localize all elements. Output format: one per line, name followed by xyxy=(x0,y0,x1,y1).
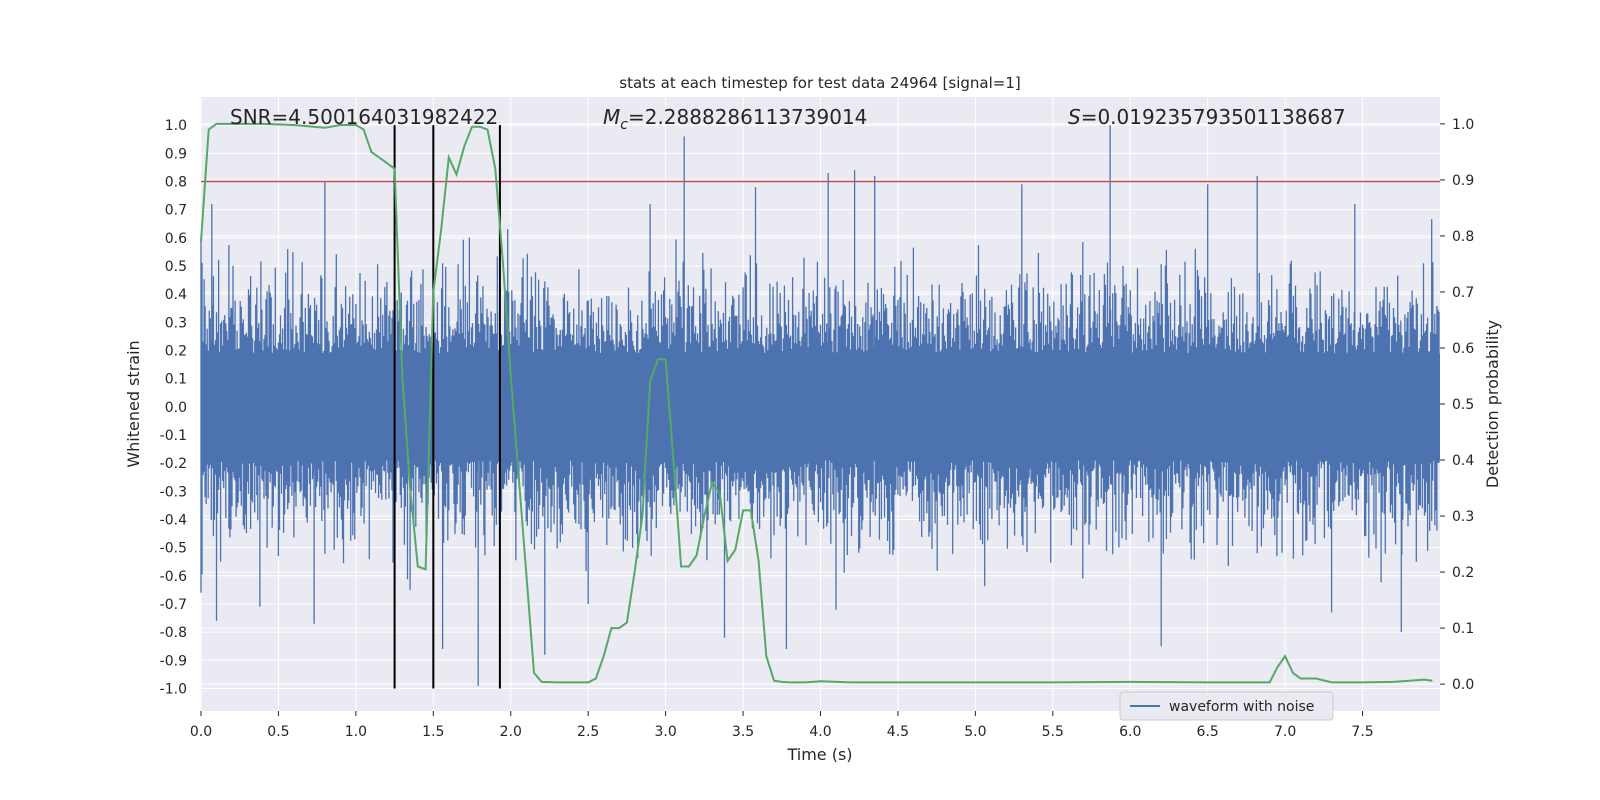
x-tick-label: 7.5 xyxy=(1351,724,1373,740)
y-right-tick-label: 0.5 xyxy=(1452,397,1474,413)
y-left-tick-label: 0.2 xyxy=(165,343,187,359)
x-tick-label: 0.5 xyxy=(267,724,289,740)
mc-symbol: M xyxy=(603,105,620,129)
y-left-tick-label: -0.4 xyxy=(160,512,187,528)
legend-label-waveform: waveform with noise xyxy=(1169,699,1314,715)
x-tick-label: 5.5 xyxy=(1042,724,1064,740)
y-left-tick-label: -0.5 xyxy=(160,541,187,557)
y-left-tick-label: -0.9 xyxy=(160,653,187,669)
x-tick-label: 7.0 xyxy=(1274,724,1296,740)
x-tick-label: 2.5 xyxy=(577,724,599,740)
detection-probability-series xyxy=(200,122,1433,684)
y-left-tick-label: -0.1 xyxy=(160,428,187,444)
y-left-tick-label: -0.6 xyxy=(160,569,187,585)
x-tick-label: 2.0 xyxy=(500,724,522,740)
y-right-tick-label: 0.3 xyxy=(1452,509,1474,525)
y-right-tick-label: 0.8 xyxy=(1452,229,1474,245)
legend: waveform with noise xyxy=(1119,691,1334,721)
x-tick-label: 1.5 xyxy=(422,724,444,740)
s-symbol: S xyxy=(1068,105,1081,129)
y-left-tick-label: 0.3 xyxy=(165,315,187,331)
y-left-tick-label: 0.1 xyxy=(165,372,187,388)
y-left-tick-label: -0.2 xyxy=(160,456,187,472)
x-tick-label: 4.0 xyxy=(809,724,831,740)
x-tick-label: 6.0 xyxy=(1119,724,1141,740)
y-right-tick-label: 0.0 xyxy=(1452,677,1474,693)
y-left-tick-label: 0.7 xyxy=(165,203,187,219)
y-right-tick-label: 0.9 xyxy=(1452,173,1474,189)
y-left-tick-label: 1.0 xyxy=(165,118,187,134)
x-axis-label: Time (s) xyxy=(786,745,852,764)
y-right-tick-label: 0.7 xyxy=(1452,285,1474,301)
x-tick-label: 0.0 xyxy=(190,724,212,740)
x-tick-label: 5.0 xyxy=(964,724,986,740)
y-axis-label-left: Whitened strain xyxy=(124,340,143,467)
y-right-tick-label: 0.2 xyxy=(1452,565,1474,581)
y-axis-label-right: Detection probability xyxy=(1483,320,1502,488)
chart-title: stats at each timestep for test data 249… xyxy=(619,74,1020,92)
y-left-tick-label: -0.3 xyxy=(160,484,187,500)
y-right-tick-label: 0.4 xyxy=(1452,453,1474,469)
snr-annotation: SNR=4.500164031982422 xyxy=(230,105,498,129)
x-tick-label: 1.0 xyxy=(345,724,367,740)
x-tick-label: 6.5 xyxy=(1197,724,1219,740)
s-annotation: S=0.019235793501138687 xyxy=(1068,105,1346,129)
y-left-tick-label: 0.8 xyxy=(165,174,187,190)
y-right-tick-label: 1.0 xyxy=(1452,117,1474,133)
detection-probability-line xyxy=(200,122,1433,684)
y-right-tick-label: 0.1 xyxy=(1452,621,1474,637)
x-tick-label: 3.0 xyxy=(654,724,676,740)
waveform-line xyxy=(200,125,1440,686)
axis-ticks: 0.0 0.5 1.0 1.5 2.0 2.5 3.0 3.5 4.0 4.5 5.0 5.5 6.0 6… xyxy=(160,117,1475,740)
s-value: =0.019235793501138687 xyxy=(1081,105,1346,129)
y-left-tick-label: -0.7 xyxy=(160,597,187,613)
mc-subscript: c xyxy=(620,117,628,133)
x-tick-label: 3.5 xyxy=(732,724,754,740)
mc-value: =2.2888286113739014 xyxy=(628,105,867,129)
y-left-tick-label: 0.9 xyxy=(165,146,187,162)
y-left-tick-label: -0.8 xyxy=(160,625,187,641)
y-left-tick-label: 0.6 xyxy=(165,231,187,247)
y-left-tick-label: -1.0 xyxy=(160,681,187,697)
x-tick-label: 4.5 xyxy=(887,724,909,740)
y-right-tick-label: 0.6 xyxy=(1452,341,1474,357)
y-left-tick-label: 0.0 xyxy=(165,400,187,416)
legend-box xyxy=(1119,691,1334,721)
y-left-tick-label: 0.4 xyxy=(165,287,187,303)
mc-annotation: Mc=2.2888286113739014 xyxy=(603,105,867,133)
y-left-tick-label: 0.5 xyxy=(165,259,187,275)
